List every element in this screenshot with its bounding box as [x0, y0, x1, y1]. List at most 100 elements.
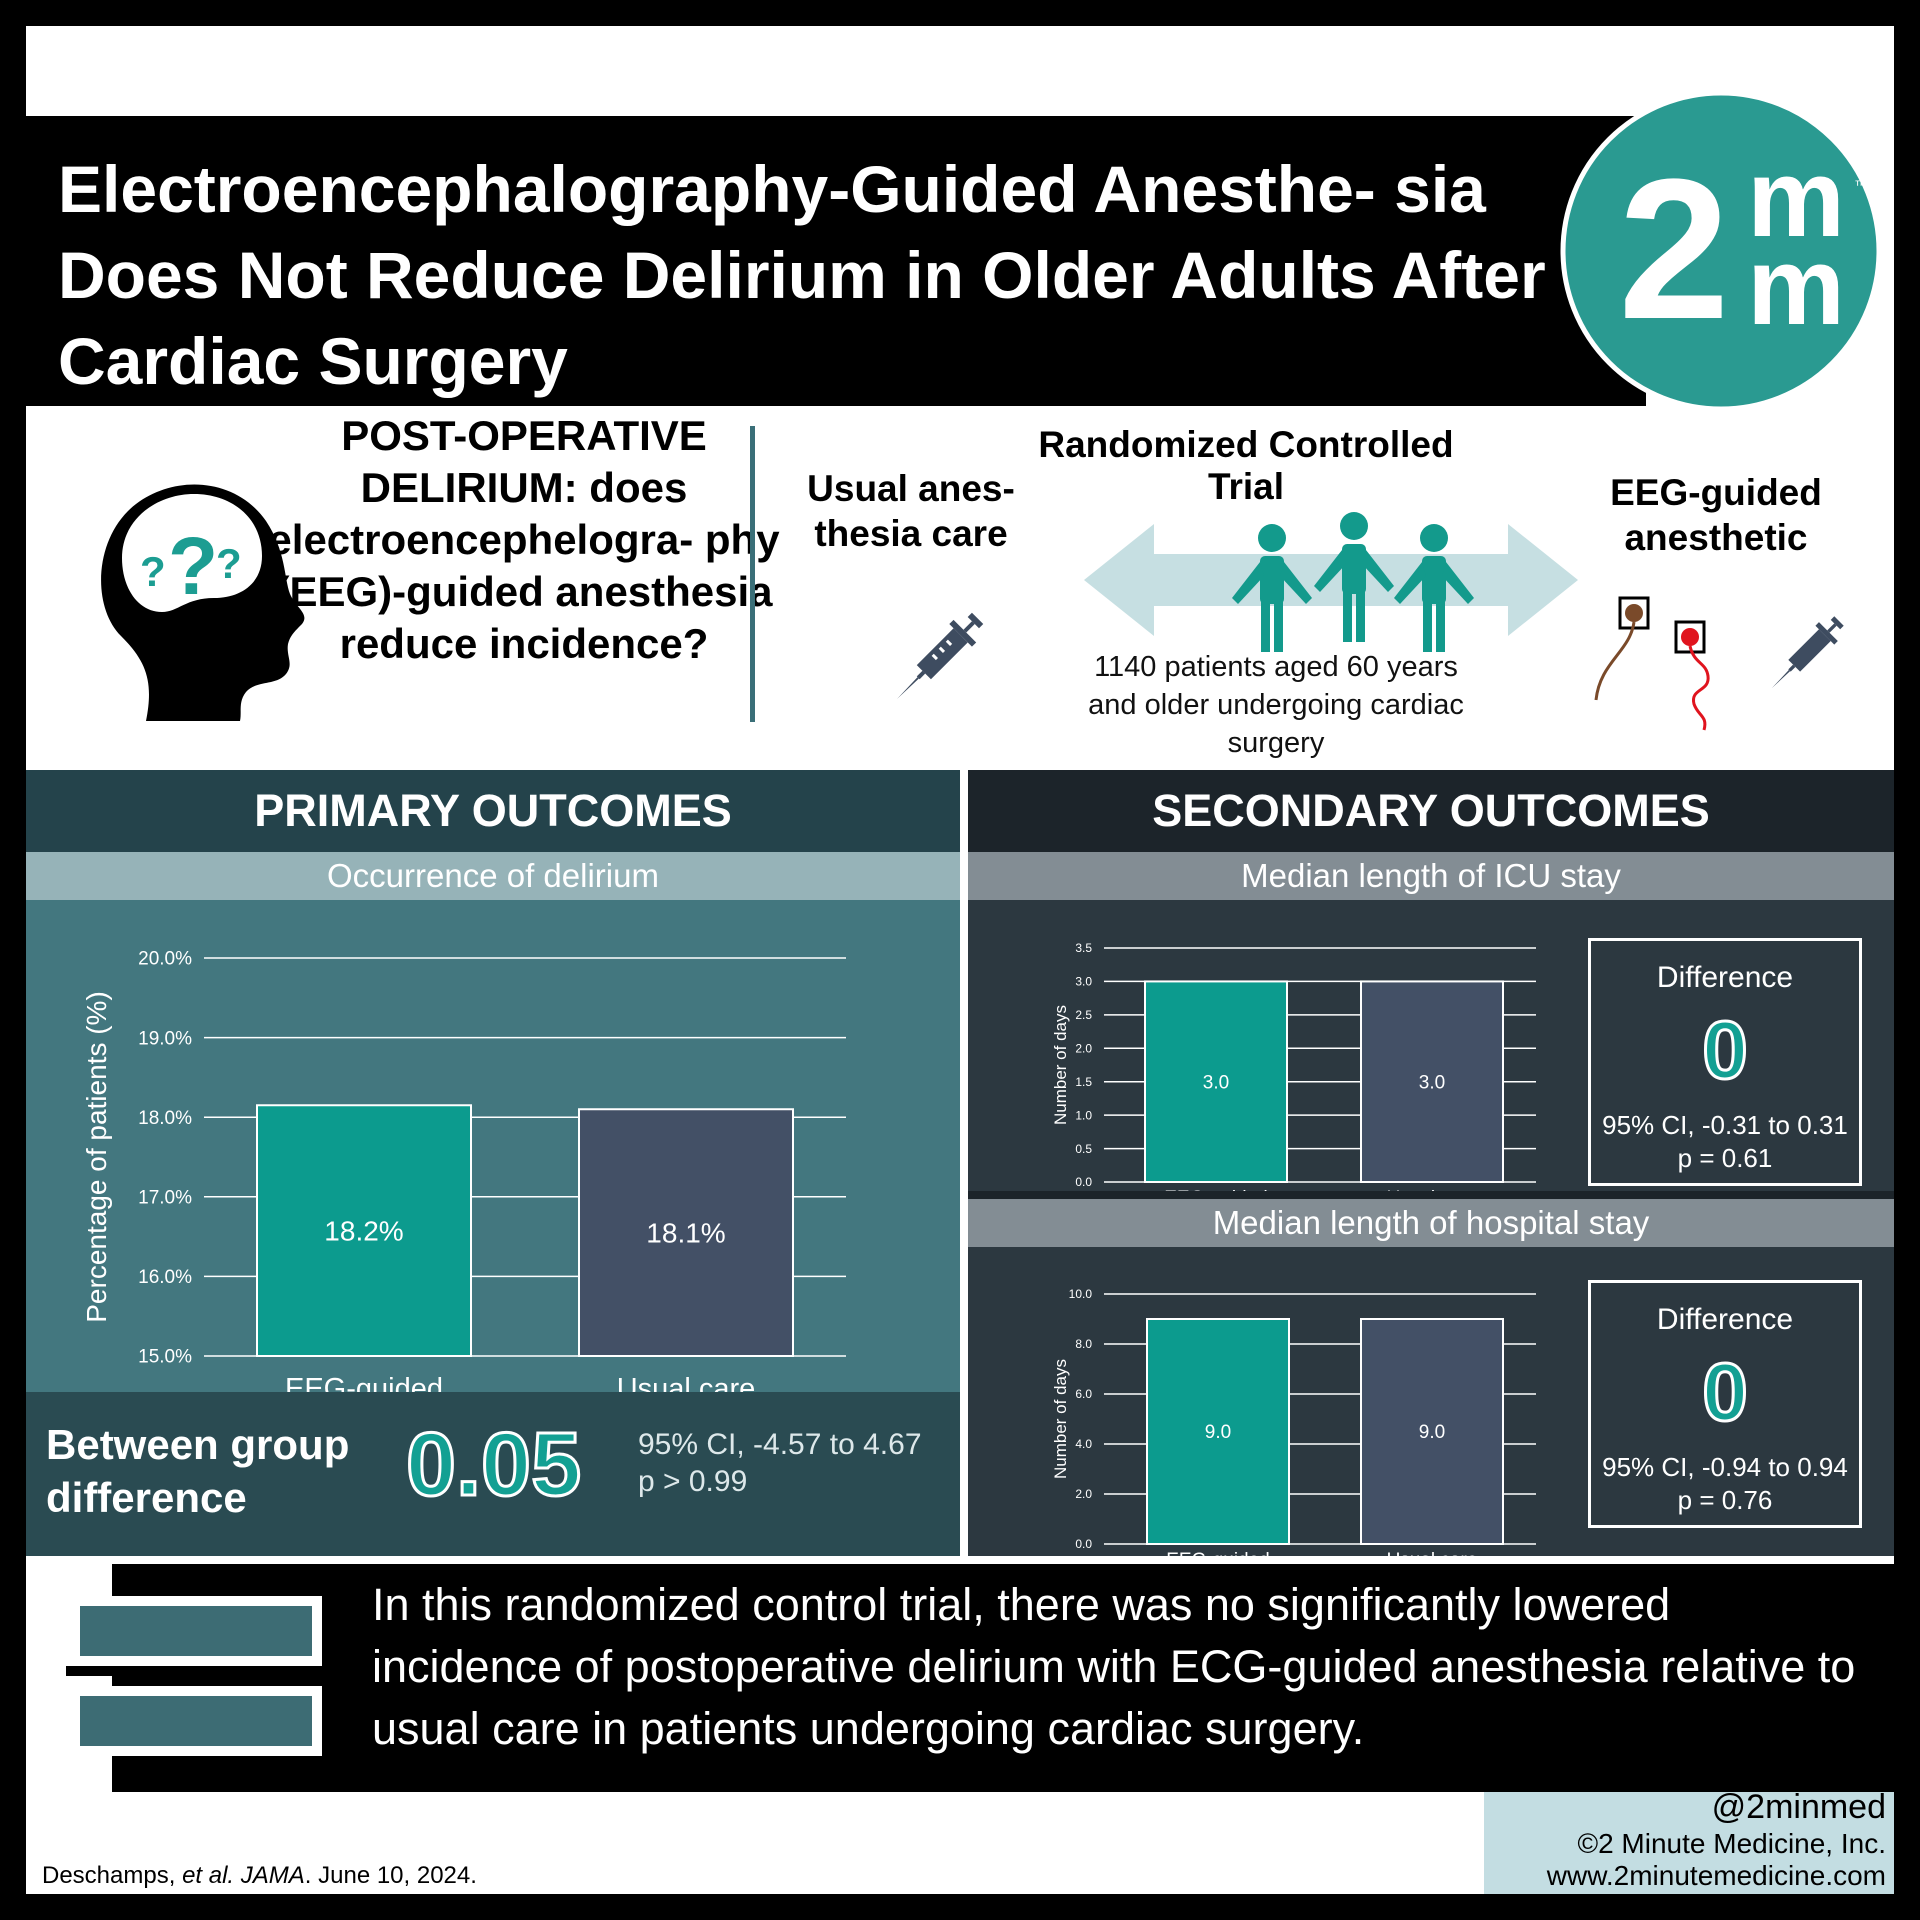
bar [1360, 1318, 1504, 1545]
delirium-bar-chart: 15.0% 16.0% 17.0% 18.0% 19.0% 20.0% 18.2% EEG-g… [81, 949, 846, 1392]
y-tick-label: 18.0% [138, 1108, 192, 1129]
logo-m-bottom: m [1747, 225, 1845, 348]
citation-authors: Deschamps, [42, 1862, 183, 1889]
randomization-arrows-icon [1084, 512, 1578, 652]
hospital-stay-bar-chart: 0.0 2.0 4.0 6.0 8.0 10.0 9.0 EEG-guided 9.0 Usual… [1051, 1287, 1536, 1556]
social-handle: @2minmed [1711, 1788, 1886, 1826]
icu-stay-bar-chart: 0.0 0.5 1.0 1.5 2.0 2.5 3.0 3.5 3.0 EEG-guided 3.0… [1051, 941, 1536, 1191]
between-ci-text: 95% CI, -4.57 to 4.67 [638, 1428, 922, 1461]
secondary-outcomes-header: SECONDARY OUTCOMES [968, 770, 1894, 852]
citation-date: . June 10, 2024. [304, 1862, 477, 1889]
y-tick-label: 1.5 [1075, 1075, 1092, 1089]
syringe-icon [896, 612, 984, 700]
footer-box [1484, 1792, 1894, 1894]
bar-data-label: 9.0 [1419, 1422, 1445, 1443]
hospital-difference-p: p = 0.76 [1677, 1485, 1773, 1515]
page-title: Electroencephalography-Guided Anesthe- s… [58, 152, 1546, 398]
citation: Deschamps, et al. JAMA. June 10, 2024. [42, 1862, 477, 1890]
conclusion-band [112, 1564, 1894, 1792]
eeg-electrode-icon [1594, 596, 1710, 731]
icu-difference-value: 0 [1701, 1004, 1750, 1098]
y-tick-label: 2.0 [1075, 1041, 1092, 1055]
hospital-difference-ci: 95% CI, -0.94 to 0.94 [1602, 1452, 1848, 1482]
brand-logo: 2 m m ™ [1560, 90, 1882, 412]
syringe-icon [1771, 616, 1844, 689]
y-tick-label: 1.0 [1075, 1108, 1092, 1122]
citation-etal: et al. [182, 1862, 235, 1889]
rct-description: 1140 patients aged 60 years and older un… [1088, 651, 1464, 759]
x-category-label: Usual care [617, 1373, 756, 1392]
x-category-label: EEG-guided [285, 1373, 443, 1392]
y-tick-label: 0.0 [1075, 1537, 1092, 1551]
icu-chart-title: Median length of ICU stay [968, 852, 1894, 900]
y-tick-label: 17.0% [138, 1187, 192, 1208]
usual-care-label: Usual anes- thesia care [807, 468, 1015, 554]
rct-label: Randomized Controlled Trial [1038, 424, 1454, 507]
between-group-ci: 95% CI, -4.57 to 4.67 p > 0.99 [638, 1426, 922, 1500]
x-category-label: EEG-guided [1166, 1550, 1270, 1556]
bar [1360, 980, 1504, 1183]
conclusion-text: In this randomized control trial, there … [372, 1579, 1856, 1754]
people-icon [1232, 512, 1474, 652]
y-tick-label: 20.0% [138, 949, 192, 970]
bar [1144, 980, 1288, 1183]
infographic-canvas: Electroencephalography-Guided Anesthe- s… [26, 26, 1894, 1894]
between-p-value: p > 0.99 [638, 1465, 748, 1498]
icu-difference-title: Difference [1656, 961, 1794, 994]
y-tick-label: 16.0% [138, 1267, 192, 1288]
x-category-label: Usual care [1387, 1188, 1478, 1191]
icu-difference-p: p = 0.61 [1677, 1143, 1773, 1173]
y-axis-label: Number of days [1051, 1005, 1070, 1125]
bar [256, 1104, 472, 1357]
logo-circle [1560, 90, 1882, 412]
hospital-difference-title: Difference [1656, 1303, 1794, 1336]
head-thought-area [122, 494, 262, 612]
logo-trademark: ™ [1854, 177, 1868, 193]
citation-journal: JAMA [240, 1862, 305, 1889]
title-band [26, 116, 1646, 406]
bar-data-label: 9.0 [1205, 1422, 1231, 1443]
y-tick-label: 0.5 [1075, 1142, 1092, 1156]
y-tick-label: 2.5 [1075, 1008, 1092, 1022]
y-tick-label: 6.0 [1075, 1387, 1092, 1401]
bar [578, 1108, 794, 1357]
y-tick-label: 2.0 [1075, 1487, 1092, 1501]
y-tick-label: 3.5 [1075, 941, 1092, 955]
y-tick-label: 19.0% [138, 1028, 192, 1049]
y-tick-label: 0.0 [1075, 1175, 1092, 1189]
question-mark-icon: ? [140, 548, 166, 595]
y-tick-label: 3.0 [1075, 975, 1092, 989]
hospital-difference-value: 0 [1701, 1346, 1750, 1440]
logo-numeral: 2 [1618, 138, 1729, 361]
y-tick-label: 8.0 [1075, 1337, 1092, 1351]
question-mark-icon: ? [168, 521, 218, 612]
copyright: ©2 Minute Medicine, Inc. [1577, 1828, 1886, 1859]
website: www.2minutemedicine.com [1546, 1860, 1886, 1891]
delirium-chart-title: Occurrence of delirium [26, 852, 960, 900]
bar-data-label: 18.2% [324, 1215, 403, 1246]
y-tick-label: 15.0% [138, 1347, 192, 1368]
x-category-label: Usual care [1387, 1550, 1478, 1556]
between-group-band [26, 1392, 960, 1556]
study-question: POST-OPERATIVE DELIRIUM: does electroenc… [268, 412, 780, 667]
question-mark-icon: ? [216, 540, 242, 587]
hospital-chart-title: Median length of hospital stay [968, 1199, 1894, 1247]
summary-bars-icon [66, 1596, 322, 1756]
between-group-label: Between group difference [46, 1421, 350, 1521]
x-category-label: EEG-guided [1164, 1188, 1268, 1191]
y-axis-label: Percentage of patients (%) [81, 991, 112, 1323]
logo-m-top: m [1747, 137, 1845, 260]
bar [1146, 1318, 1290, 1545]
hospital-difference-box: Difference 0 95% CI, -0.94 to 0.94 p = 0… [1588, 1280, 1862, 1528]
y-axis-label: Number of days [1051, 1359, 1070, 1479]
bar-data-label: 3.0 [1203, 1072, 1229, 1093]
secondary-divider [968, 1191, 1894, 1199]
icu-difference-box: Difference 0 95% CI, -0.31 to 0.31 p = 0… [1588, 938, 1862, 1186]
icu-difference-ci: 95% CI, -0.31 to 0.31 [1602, 1110, 1848, 1140]
primary-outcomes-header: PRIMARY OUTCOMES [26, 770, 960, 852]
between-group-value: 0.05 [404, 1414, 582, 1517]
head-silhouette-icon: ? ? ? [101, 484, 305, 721]
y-tick-label: 4.0 [1075, 1437, 1092, 1451]
eeg-guided-label: EEG-guided anesthetic [1610, 472, 1822, 558]
bar-data-label: 18.1% [646, 1217, 725, 1248]
